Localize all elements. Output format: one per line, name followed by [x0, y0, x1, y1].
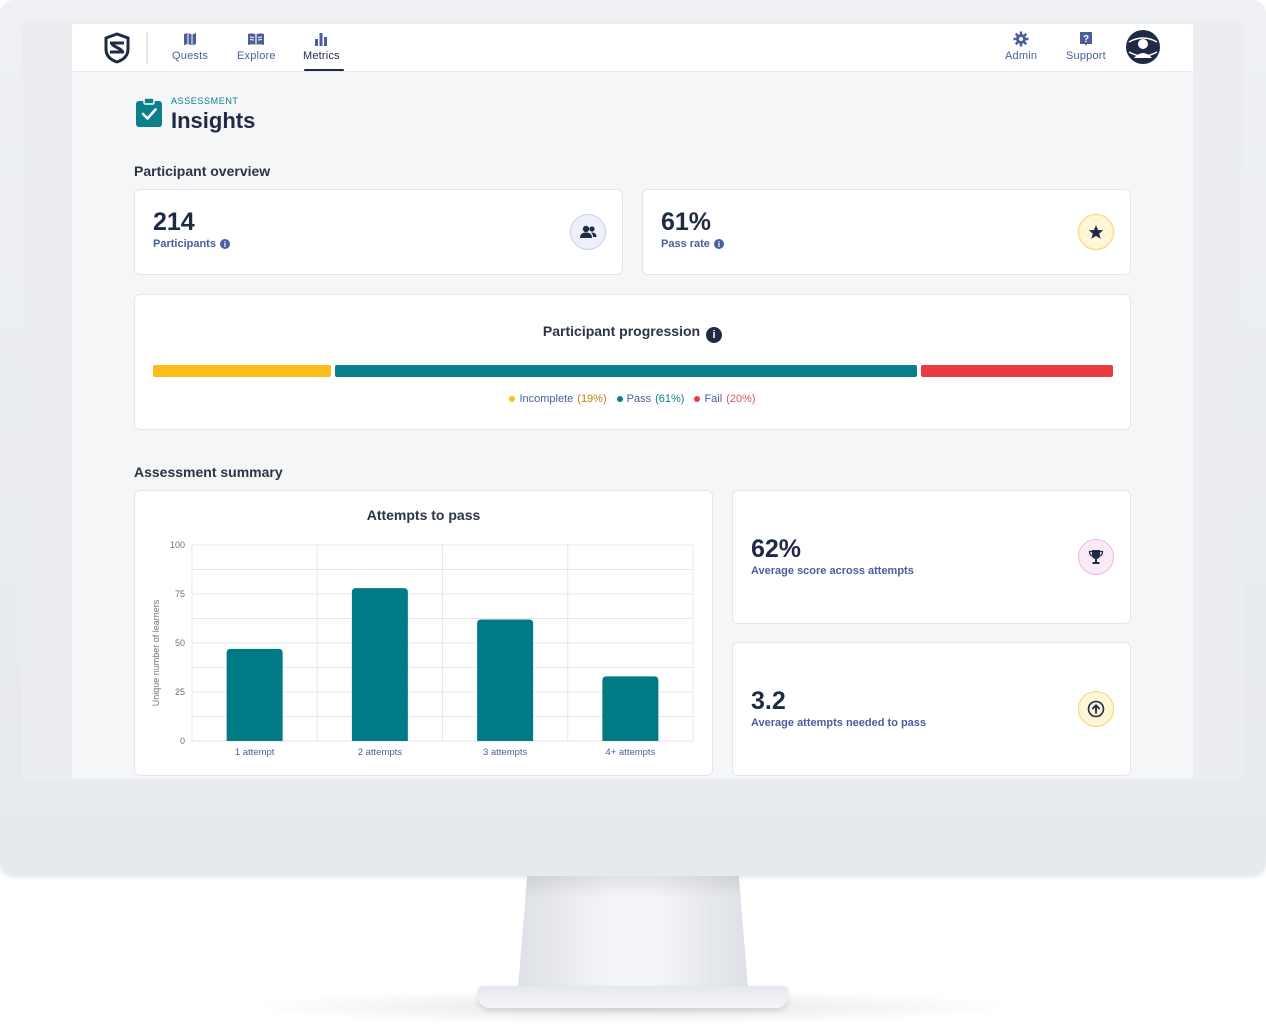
users-icon: [580, 225, 597, 238]
average-score-badge: [1078, 539, 1114, 575]
nav-label-support: Support: [1066, 50, 1106, 62]
nav-label-metrics: Metrics: [303, 50, 340, 62]
y-tick-label: 75: [175, 589, 185, 599]
x-tick-label: 1 attempt: [235, 747, 275, 758]
y-tick-label: 50: [175, 638, 185, 648]
question-icon: ?: [1077, 30, 1095, 48]
participants-badge: [570, 214, 606, 250]
assessment-summary-heading: Assessment summary: [134, 464, 283, 480]
nav-item-quests[interactable]: Quests: [172, 30, 208, 62]
participants-label: Participants: [153, 238, 216, 250]
monitor-stand-neck: [518, 876, 748, 988]
legend-label: Fail: [704, 393, 723, 405]
average-attempts-badge: [1078, 691, 1114, 727]
average-attempts-card: 3.2 Average attempts needed to pass: [732, 642, 1131, 776]
legend-item-fail: Fail (20%): [694, 393, 756, 405]
participants-card: 214 Participants i: [134, 189, 623, 275]
app-screen: Quests Explore Metrics: [72, 24, 1193, 778]
y-tick-label: 0: [180, 736, 185, 746]
participant-progression-card: Participant progression i Incomplete (19%)…: [134, 294, 1131, 430]
legend-item-pass: Pass (61%): [616, 393, 685, 405]
attempts-chart-card: Attempts to pass 0 25 50 75 100 Unique number…: [134, 490, 713, 776]
legend-percent: (61%): [655, 393, 685, 405]
legend-dot: [509, 396, 516, 402]
trophy-icon: [1088, 550, 1104, 564]
gear-icon: [1012, 30, 1030, 48]
info-icon[interactable]: i: [706, 327, 723, 343]
pass-rate-label-row: Pass rate i: [661, 238, 724, 250]
average-score-label: Average score across attempts: [751, 565, 914, 577]
chart-title: Attempts to pass: [366, 507, 481, 523]
user-avatar[interactable]: [1126, 30, 1160, 64]
nav-label-admin: Admin: [1005, 50, 1038, 62]
progression-segment-incomplete: [153, 365, 332, 377]
progression-title: Participant progression: [542, 323, 701, 339]
x-tick-label: 2 attempts: [358, 747, 403, 758]
info-icon[interactable]: i: [219, 239, 230, 249]
nav-item-support[interactable]: ? Support: [1066, 30, 1106, 62]
pass-rate-value: 61%: [661, 208, 712, 236]
progression-segment-fail: [921, 365, 1113, 377]
legend-dot: [616, 396, 623, 402]
monitor-stand-foot: [478, 986, 788, 1008]
nav-item-metrics[interactable]: Metrics: [303, 30, 340, 62]
chart-bar: [351, 588, 408, 741]
attempts-bar-chart: 0 25 50 75 100 Unique number of learners 1 att…: [151, 540, 694, 758]
chart-bar: [226, 648, 283, 741]
legend-percent: (20%): [726, 393, 756, 405]
top-navigation: Quests Explore Metrics: [72, 24, 1193, 72]
nav-label-explore: Explore: [237, 50, 276, 62]
progression-title-row: Participant progression i: [135, 323, 1130, 343]
nav-item-explore[interactable]: Explore: [237, 30, 276, 62]
page-eyebrow: ASSESSMENT: [171, 96, 239, 106]
map-icon: [181, 30, 199, 48]
participants-label-row: Participants i: [153, 238, 230, 250]
chart-bar: [602, 676, 659, 741]
progression-legend: Incomplete (19%) Pass (61%) Fail (20%): [135, 393, 1130, 405]
star-icon: [1088, 225, 1104, 239]
monitor-stand-shade: [524, 876, 742, 898]
info-icon[interactable]: i: [713, 239, 724, 249]
y-tick-label: 100: [170, 540, 185, 550]
average-score-value: 62%: [751, 535, 802, 563]
nav-item-admin[interactable]: Admin: [1005, 30, 1037, 62]
svg-text:?: ?: [1083, 34, 1089, 45]
book-icon: [247, 30, 265, 48]
participants-value: 214: [153, 208, 195, 236]
bar-chart-icon: [312, 30, 330, 48]
page-title: Insights: [171, 108, 256, 133]
legend-percent: (19%): [577, 393, 607, 405]
progression-segment-pass: [335, 365, 917, 377]
pass-rate-label: Pass rate: [661, 238, 710, 250]
arrow-up-circle-icon: [1087, 700, 1105, 718]
pass-rate-badge: [1078, 214, 1114, 250]
brand-logo[interactable]: [102, 32, 132, 64]
pass-rate-card: 61% Pass rate i: [642, 189, 1131, 275]
clipboard-check-icon: [136, 97, 162, 127]
chart-bar: [477, 619, 534, 741]
average-score-card: 62% Average score across attempts: [732, 490, 1131, 624]
y-tick-label: 25: [175, 687, 185, 697]
legend-label: Incomplete: [519, 393, 574, 405]
nav-divider: [146, 32, 148, 64]
participant-overview-heading: Participant overview: [134, 163, 271, 179]
legend-dot: [694, 396, 701, 402]
legend-item-incomplete: Incomplete (19%): [509, 393, 607, 405]
y-axis-label: Unique number of learners: [151, 599, 161, 706]
active-tab-indicator: [304, 69, 344, 71]
x-tick-label: 4+ attempts: [605, 747, 655, 758]
x-tick-label: 3 attempts: [483, 747, 528, 758]
nav-label-quests: Quests: [172, 50, 209, 62]
legend-label: Pass: [626, 393, 652, 405]
average-attempts-value: 3.2: [751, 687, 786, 715]
average-attempts-label: Average attempts needed to pass: [751, 717, 927, 729]
